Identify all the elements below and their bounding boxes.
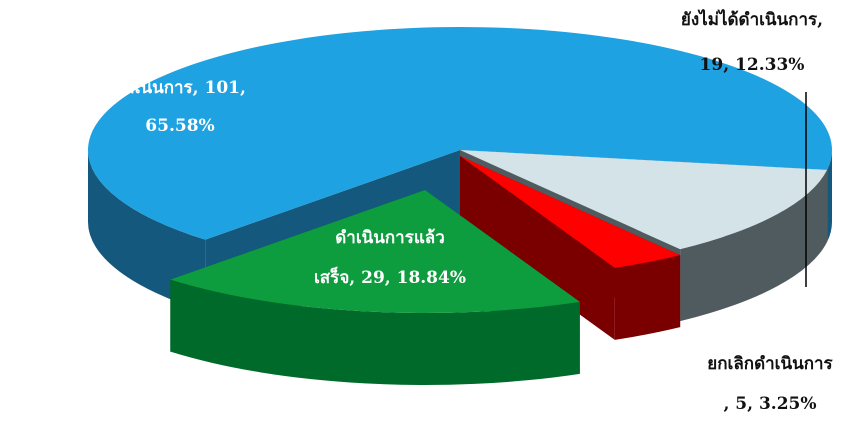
pie-labels: อยู่ระหว่างดำเนินการ, 101, 65.58% ดำเนินกา… bbox=[114, 9, 833, 414]
pie-tops bbox=[87, 27, 833, 314]
data-label-in-progress: อยู่ระหว่างดำเนินการ, 101, 65.58% bbox=[114, 40, 246, 136]
slice-completed bbox=[170, 190, 580, 314]
slice-side-cancelled-0 bbox=[614, 255, 681, 340]
data-label-line-in-progress-2: 65.58% bbox=[145, 116, 214, 136]
data-label-line-cancelled-0: ยกเลิกดำเนินการ bbox=[707, 354, 833, 374]
slice-side-in-progress-1 bbox=[827, 150, 832, 242]
data-label-cancelled: ยกเลิกดำเนินการ , 5, 3.25% bbox=[707, 354, 833, 414]
data-label-not-started: ยังไม่ได้ดำเนินการ, 19, 12.33% bbox=[681, 9, 823, 75]
slice-side-in-progress-0 bbox=[88, 150, 206, 312]
data-label-line-completed-1: เสร็จ, 29, 18.84% bbox=[314, 265, 466, 288]
data-label-line-not-started-1: 19, 12.33% bbox=[700, 55, 805, 75]
data-label-completed: ดำเนินการแล้วเสร็จ, 29, 18.84% bbox=[314, 228, 466, 288]
data-label-line-cancelled-1: , 5, 3.25% bbox=[723, 394, 816, 414]
data-label-line-completed-0: ดำเนินการแล้ว bbox=[335, 228, 445, 248]
slice-side-completed-0 bbox=[170, 279, 580, 386]
slice-in-progress bbox=[87, 27, 833, 240]
slice-cancelled bbox=[460, 156, 681, 268]
slice-not-started bbox=[460, 150, 828, 250]
data-label-line-in-progress-1: ดำเนินการ, 101, bbox=[114, 78, 246, 98]
data-label-line-not-started-0: ยังไม่ได้ดำเนินการ, bbox=[681, 9, 823, 30]
data-label-line-in-progress-0: อยู่ระหว่าง bbox=[141, 40, 218, 61]
slice-side-radial-cancelled-1 bbox=[460, 156, 615, 340]
slice-side-not-started-0 bbox=[680, 169, 828, 322]
